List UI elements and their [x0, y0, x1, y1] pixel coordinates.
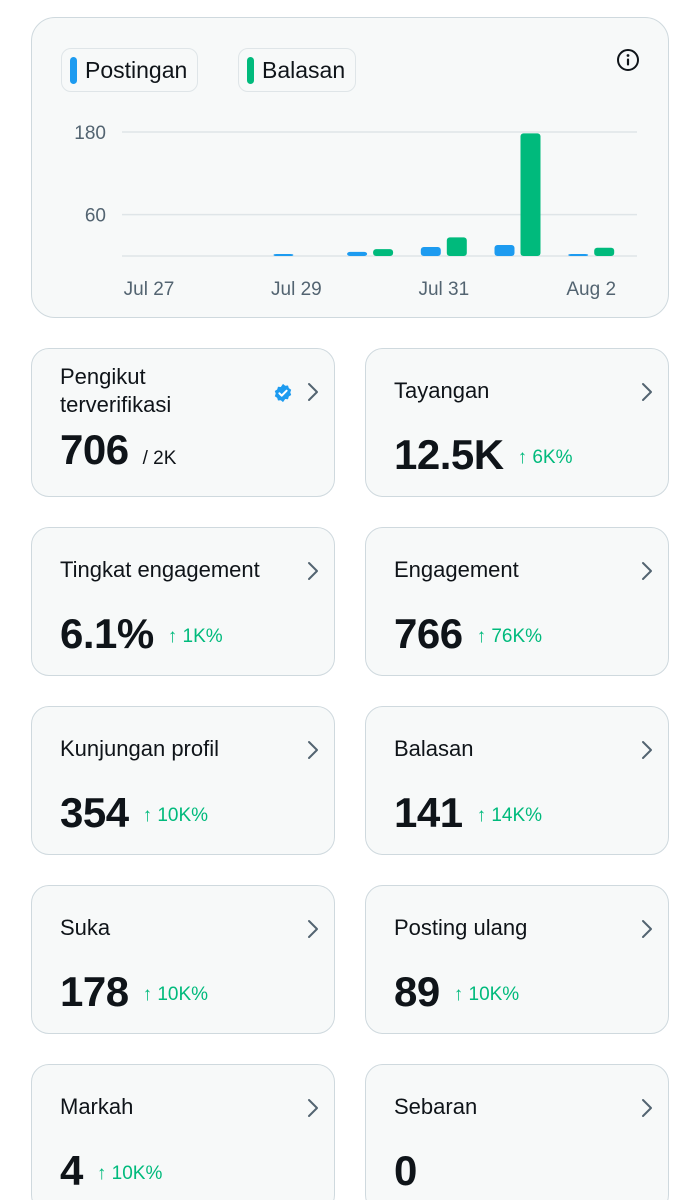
chevron-right-icon[interactable] [306, 1097, 320, 1119]
metric-value: 766 [394, 610, 463, 657]
y-tick-label: 180 [74, 123, 106, 144]
legend-posts[interactable]: Postingan [61, 48, 199, 92]
chevron-right-icon[interactable] [306, 918, 320, 940]
metric-label: Balasan [394, 736, 474, 761]
metric-card[interactable]: Kunjungan profil 354 ↑ 10K% [31, 706, 335, 855]
metric-card[interactable]: Tayangan 12.5K ↑ 6K% [365, 348, 669, 497]
replies-bar[interactable] [594, 247, 615, 256]
metric-card[interactable]: Markah 4 ↑ 10K% [31, 1064, 335, 1200]
metric-label: Tayangan [394, 378, 490, 403]
legend-replies-swatch [247, 56, 254, 84]
metric-value: 4 [60, 1147, 83, 1194]
metric-card[interactable]: Suka 178 ↑ 10K% [31, 885, 335, 1034]
metric-value: 0 [394, 1147, 417, 1194]
legend-posts-label: Postingan [85, 56, 188, 83]
metric-card[interactable]: Pengikut terverifikasi 706 / 2K [31, 348, 335, 497]
replies-bar[interactable] [373, 249, 394, 256]
chevron-right-icon[interactable] [306, 739, 320, 761]
metric-change: ↑ 10K% [142, 983, 209, 1005]
metric-label: Posting ulang [394, 915, 528, 940]
chevron-right-icon[interactable] [640, 1097, 654, 1119]
x-tick-label: Jul 31 [418, 279, 469, 300]
metric-card[interactable]: Sebaran 0 [365, 1064, 669, 1200]
metric-value: 141 [394, 789, 463, 836]
posts-bar[interactable] [420, 247, 441, 256]
metric-change: ↑ 10K% [96, 1162, 163, 1184]
metric-value: 89 [394, 968, 440, 1015]
chevron-right-icon[interactable] [640, 381, 654, 403]
posts-bar[interactable] [494, 244, 515, 256]
metric-label: Markah [60, 1094, 134, 1119]
posts-bar[interactable] [273, 254, 294, 256]
x-tick-label: Jul 29 [271, 279, 322, 300]
replies-bar[interactable] [520, 133, 541, 256]
x-tick-label: Aug 2 [566, 279, 616, 300]
metric-change: ↑ 10K% [453, 983, 520, 1005]
verified-badge-icon [274, 383, 292, 403]
metric-change: ↑ 14K% [476, 804, 543, 826]
metric-sub-value: / 2K [142, 448, 177, 469]
posts-bar[interactable] [568, 254, 589, 256]
x-tick-label: Jul 27 [124, 279, 175, 300]
info-icon[interactable] [616, 48, 640, 72]
metric-change: ↑ 1K% [167, 625, 223, 647]
metric-card[interactable]: Engagement 766 ↑ 76K% [365, 527, 669, 676]
metric-value: 706 [60, 426, 129, 473]
activity-chart-card: Postingan Balasan 180 60 Jul 27 Jul 29 Jul 3… [31, 17, 669, 318]
metric-label: Suka [60, 915, 111, 940]
metric-card[interactable]: Balasan 141 ↑ 14K% [365, 706, 669, 855]
legend-replies[interactable]: Balasan [238, 48, 357, 92]
metric-value: 354 [60, 789, 129, 836]
metric-change: ↑ 6K% [517, 446, 573, 468]
metric-change: ↑ 76K% [476, 625, 543, 647]
metric-label: Tingkat engagement [60, 557, 260, 582]
metric-value: 6.1% [60, 610, 154, 657]
metric-card[interactable]: Posting ulang 89 ↑ 10K% [365, 885, 669, 1034]
y-tick-label: 60 [85, 206, 106, 227]
posts-bar[interactable] [347, 251, 368, 256]
legend-posts-swatch [70, 56, 77, 84]
bar-chart: 180 60 Jul 27 Jul 29 Jul 31 Aug 2 [74, 123, 637, 300]
metric-card[interactable]: Tingkat engagement 6.1% ↑ 1K% [31, 527, 335, 676]
metric-label: Pengikut terverifikasi [60, 364, 172, 417]
metric-value: 178 [60, 968, 129, 1015]
metric-label: Kunjungan profil [60, 736, 220, 761]
chevron-right-icon[interactable] [640, 739, 654, 761]
metric-label: Engagement [394, 557, 519, 582]
metric-change: ↑ 10K% [142, 804, 209, 826]
chevron-right-icon[interactable] [640, 560, 654, 582]
chevron-right-icon[interactable] [640, 918, 654, 940]
metric-value: 12.5K [394, 431, 504, 478]
chevron-right-icon[interactable] [306, 560, 320, 582]
legend-replies-label: Balasan [262, 56, 346, 83]
replies-bar[interactable] [446, 237, 467, 256]
metric-label: Sebaran [394, 1094, 478, 1119]
chevron-right-icon[interactable] [306, 381, 320, 403]
